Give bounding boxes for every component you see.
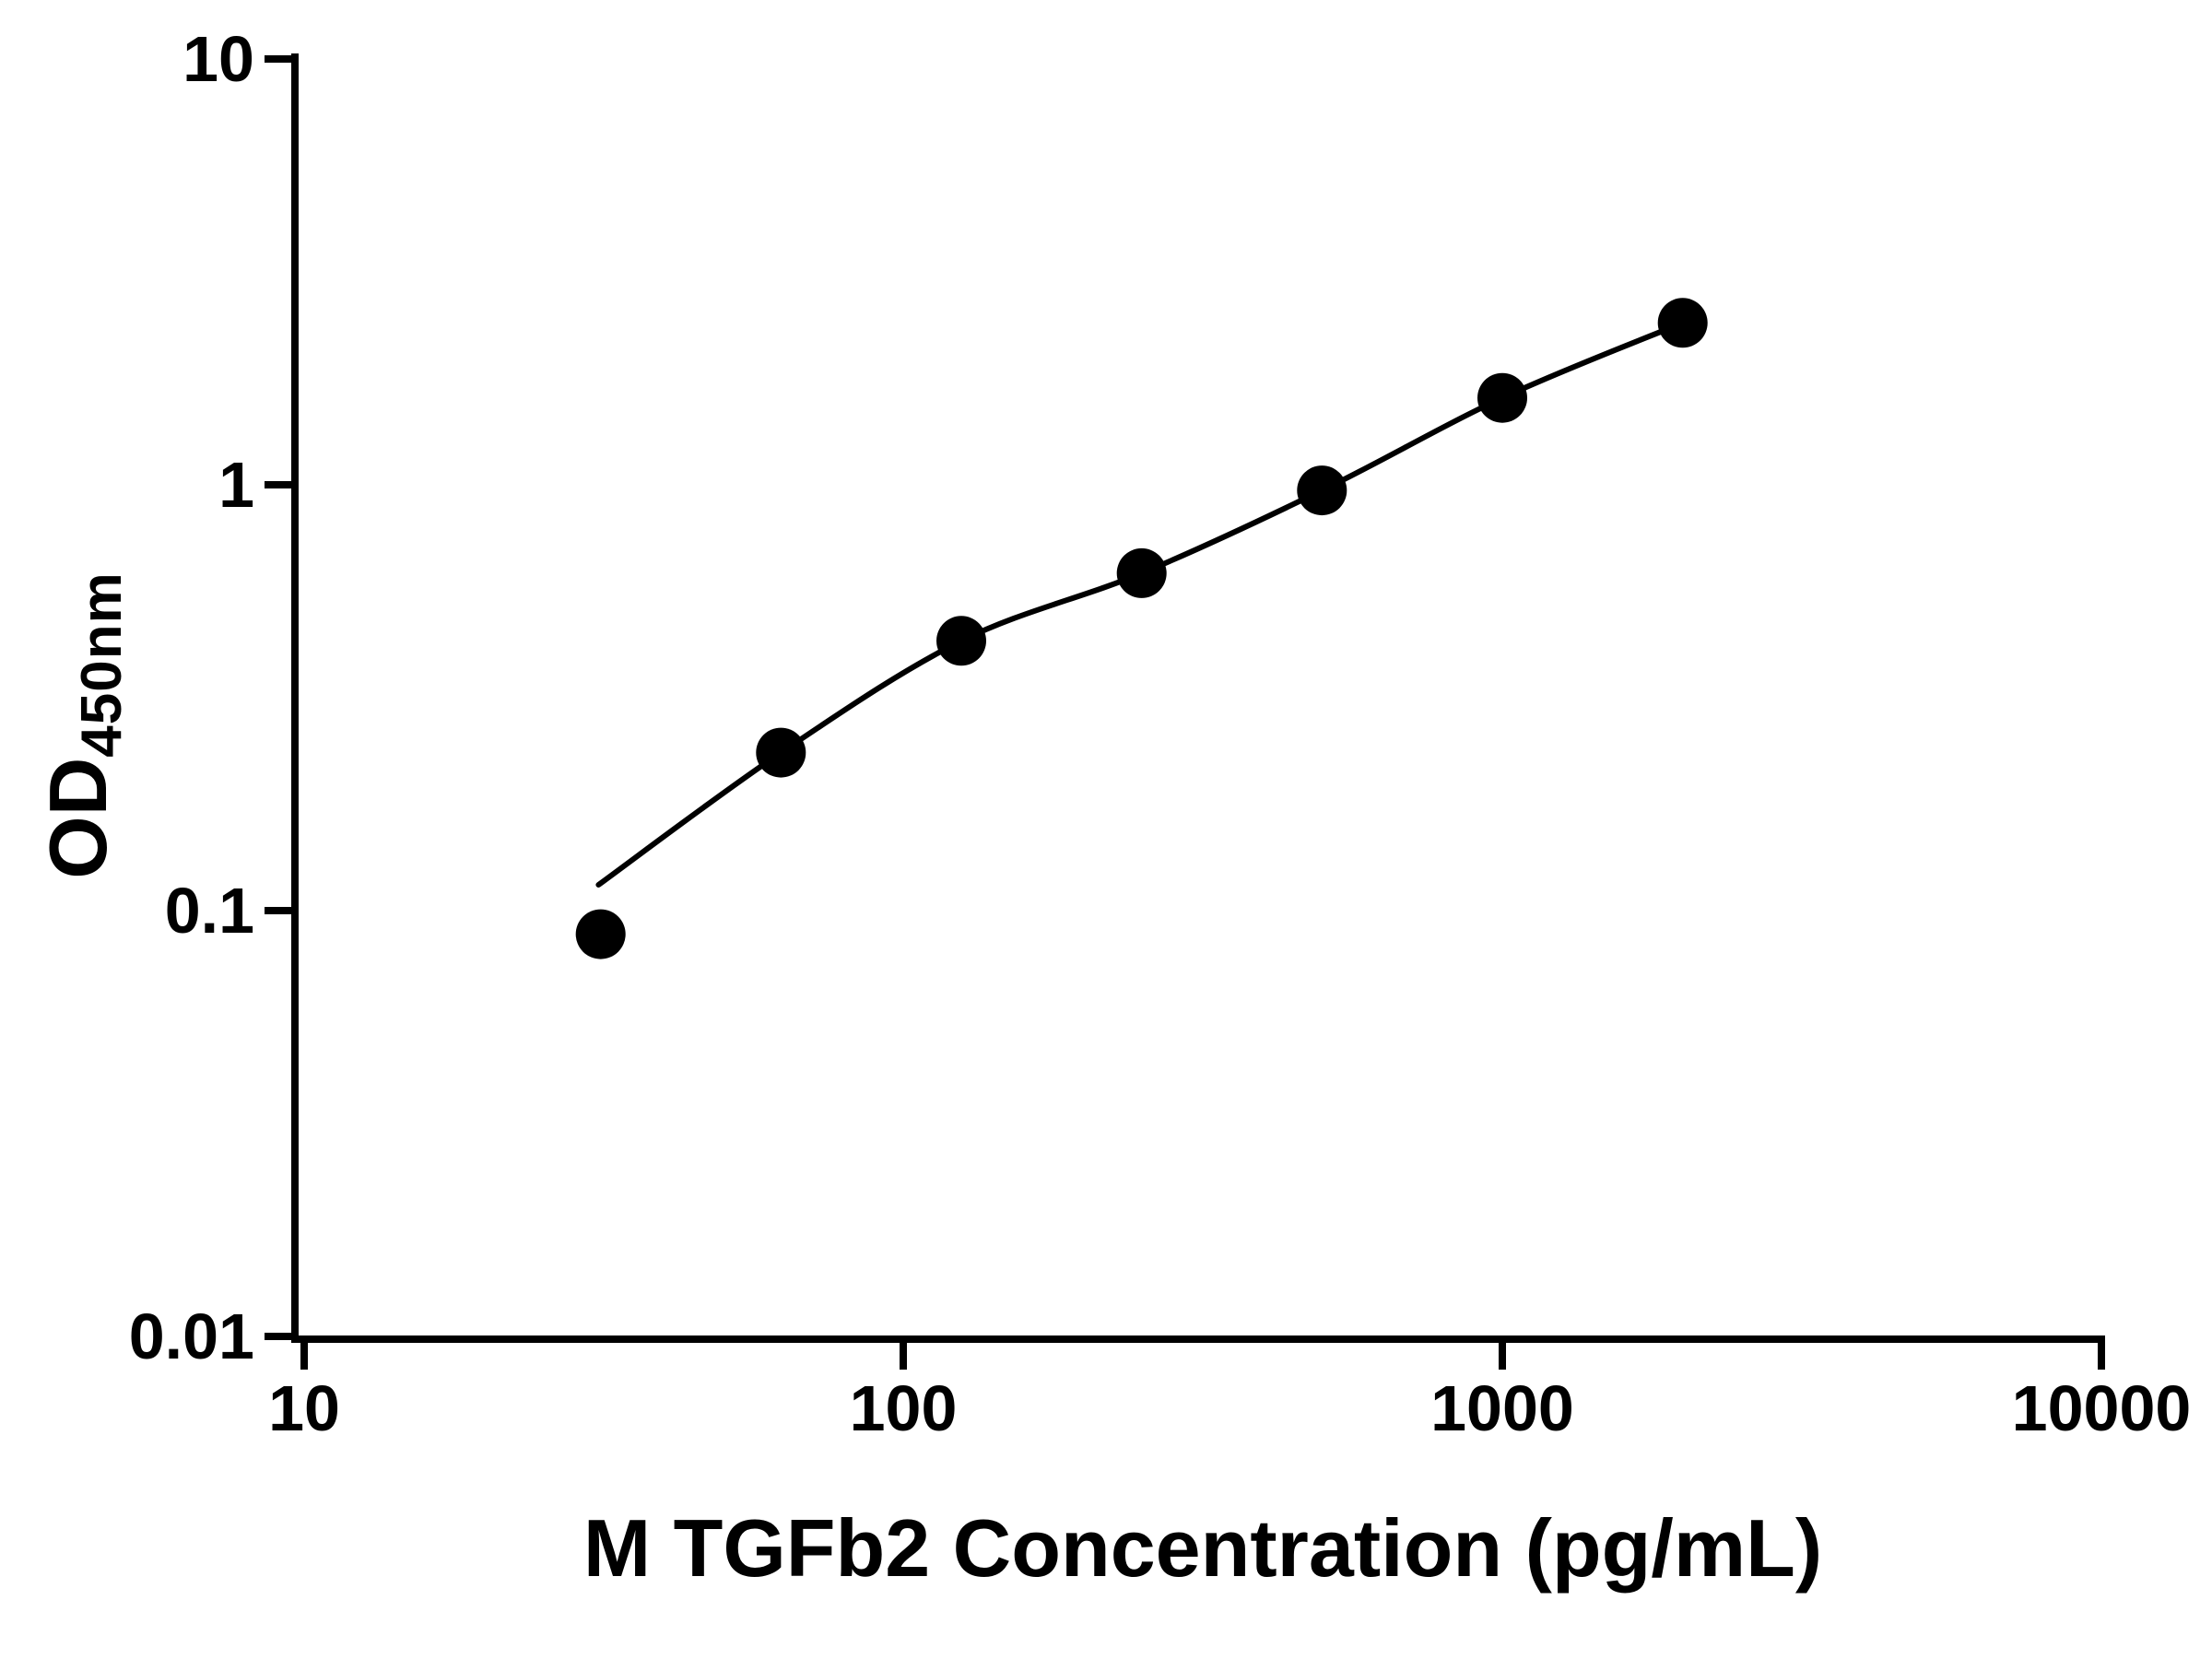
data-point bbox=[1297, 465, 1347, 516]
axes-group bbox=[265, 53, 2105, 1370]
data-point bbox=[756, 727, 806, 778]
y-tick-label: 10 bbox=[182, 23, 254, 95]
data-point bbox=[1477, 372, 1527, 423]
y-axis-title-subscript: 450nm bbox=[70, 571, 134, 758]
y-tick-label: 1 bbox=[218, 449, 254, 521]
data-points-group bbox=[575, 298, 1708, 959]
y-axis-title: OD450nm bbox=[28, 311, 134, 1140]
data-point bbox=[1657, 298, 1708, 348]
x-tick-label: 100 bbox=[850, 1372, 958, 1444]
y-tick-label: 0.01 bbox=[129, 1300, 254, 1372]
data-point bbox=[575, 909, 626, 959]
x-tick-label: 10 bbox=[268, 1372, 340, 1444]
x-tick-label: 10000 bbox=[2012, 1372, 2192, 1444]
data-point bbox=[1116, 547, 1167, 598]
y-axis-title-main: OD bbox=[32, 757, 124, 879]
data-point bbox=[936, 616, 986, 666]
tick-labels-group: 10 100 1000 10000 0.01 0.1 1 10 bbox=[129, 23, 2192, 1444]
x-tick-label: 1000 bbox=[1430, 1372, 1574, 1444]
x-axis-title: M TGFb2 Concentration (pg/mL) bbox=[582, 1502, 1823, 1594]
y-tick-label: 0.1 bbox=[165, 875, 254, 947]
